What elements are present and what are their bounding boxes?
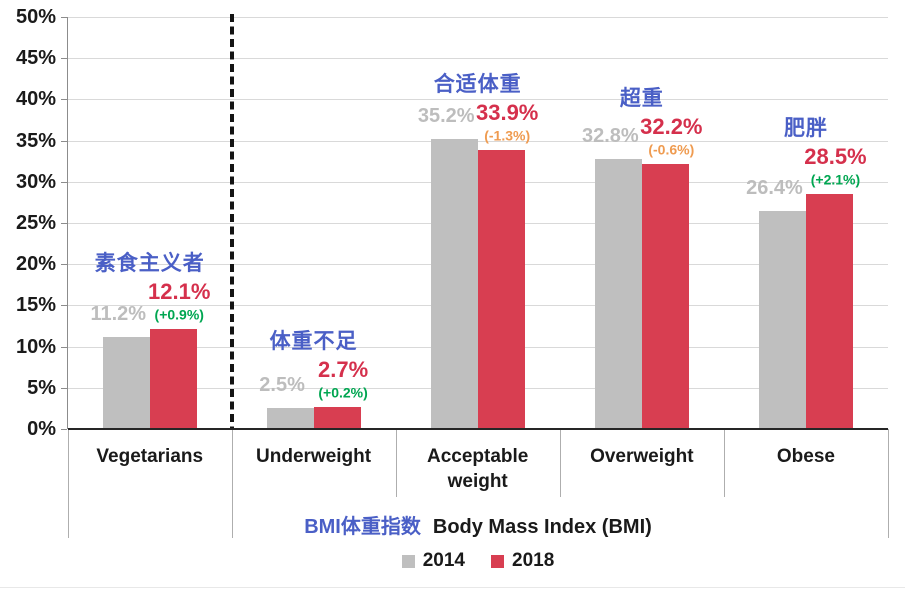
bar-2014-obese (758, 211, 806, 429)
y-axis-label-35%: 35% (15, 130, 56, 152)
y-axis-label-50%: 50% (15, 6, 56, 28)
bar-2014-vegetarians (102, 336, 150, 429)
value-label-2018-acceptable-weight: 33.9% (475, 99, 539, 125)
y-axis-tick-10% (61, 347, 67, 348)
x-axis-baseline (68, 428, 888, 430)
gridline-40% (68, 99, 888, 100)
category-separator-1 (395, 429, 397, 497)
group-separator-1 (231, 429, 233, 538)
gridline-50% (68, 17, 888, 18)
y-axis-label-20%: 20% (15, 253, 56, 275)
y-axis-label-10%: 10% (15, 336, 56, 358)
y-axis-label-45%: 45% (15, 47, 56, 69)
y-axis-tick-20% (61, 264, 67, 265)
y-axis-tick-40% (61, 99, 67, 100)
bar-2018-acceptable-weight (477, 149, 525, 429)
category-label-zh-obese: 肥胖 (783, 117, 828, 141)
legend-label-2018: 2018 (512, 550, 555, 571)
legend-item-2014: 2014 (401, 550, 465, 571)
category-label-zh-underweight: 体重不足 (269, 329, 358, 353)
y-axis-label-30%: 30% (15, 171, 56, 193)
change-label-obese: (+2.1%) (810, 171, 861, 188)
x-category-label-obese: Obese (776, 446, 835, 467)
y-axis-label-5%: 5% (27, 377, 56, 399)
y-axis-line (67, 17, 68, 429)
y-axis-label-15%: 15% (15, 294, 56, 316)
bar-2014-underweight (266, 408, 314, 429)
y-axis-label-0%: 0% (27, 418, 56, 440)
value-label-2014-acceptable-weight: 35.2% (417, 104, 475, 127)
x-category-label-underweight: Underweight (256, 446, 372, 467)
value-label-2018-obese: 28.5% (804, 144, 867, 170)
y-axis-tick-45% (61, 58, 67, 59)
value-label-2018-vegetarians: 12.1% (148, 279, 211, 305)
chart-bottom-edge-line (0, 587, 905, 588)
x-category-label-acceptable-weight: Acceptable weight (427, 446, 529, 492)
legend-label-2014: 2014 (422, 550, 465, 571)
value-label-2018-overweight: 32.2% (640, 113, 703, 139)
chart-legend: 2014 2018 (68, 551, 888, 571)
legend-swatch-2018 (491, 554, 504, 568)
category-label-zh-acceptable-weight: 合适体重 (433, 72, 522, 96)
group-separator-0 (68, 429, 69, 538)
y-axis-tick-30% (61, 182, 67, 183)
x-axis-group-label-zh: BMI体重指数 (304, 516, 421, 538)
y-axis-tick-15% (61, 305, 67, 306)
change-label-overweight: (-0.6%) (648, 140, 695, 157)
category-separator-3 (723, 429, 725, 497)
change-label-underweight: (+0.2%) (318, 384, 368, 401)
x-axis-group-label-en: Body Mass Index (BMI) (432, 516, 652, 538)
y-axis-tick-35% (61, 141, 67, 142)
y-axis-tick-50% (61, 17, 67, 18)
x-category-label-overweight: Overweight (590, 446, 694, 467)
group-separator-2 (888, 429, 889, 538)
bar-2018-obese (805, 194, 853, 429)
category-label-zh-vegetarians: 素食主义者 (94, 252, 205, 276)
y-axis-tick-25% (61, 223, 67, 224)
y-axis-tick-5% (61, 388, 67, 389)
gridline-35% (68, 141, 888, 142)
value-label-2018-underweight: 2.7% (317, 356, 369, 382)
legend-swatch-2014 (401, 554, 415, 568)
bar-2014-acceptable-weight (430, 138, 478, 429)
value-label-2014-obese: 26.4% (746, 177, 803, 200)
bar-2018-vegetarians (149, 329, 197, 429)
value-label-2014-underweight: 2.5% (259, 374, 305, 397)
change-label-acceptable-weight: (-1.3%) (484, 126, 531, 143)
group-divider-dashed-line (229, 14, 234, 429)
value-label-2014-overweight: 32.8% (581, 124, 639, 147)
y-axis-label-40%: 40% (15, 88, 56, 110)
x-axis-group-label: BMI体重指数 Body Mass Index (BMI) (68, 514, 888, 540)
bar-2014-overweight (594, 158, 642, 429)
y-axis-label-25%: 25% (15, 212, 56, 234)
gridline-45% (68, 58, 888, 59)
value-label-2014-vegetarians: 11.2% (90, 302, 147, 325)
category-separator-2 (559, 429, 561, 497)
x-category-label-vegetarians: Vegetarians (96, 446, 204, 467)
bar-2018-underweight (313, 406, 361, 429)
bar-2018-overweight (641, 163, 689, 429)
change-label-vegetarians: (+0.9%) (154, 306, 204, 323)
legend-item-2018: 2018 (491, 551, 554, 571)
y-axis-tick-0% (61, 429, 67, 430)
category-label-zh-overweight: 超重 (619, 86, 664, 110)
